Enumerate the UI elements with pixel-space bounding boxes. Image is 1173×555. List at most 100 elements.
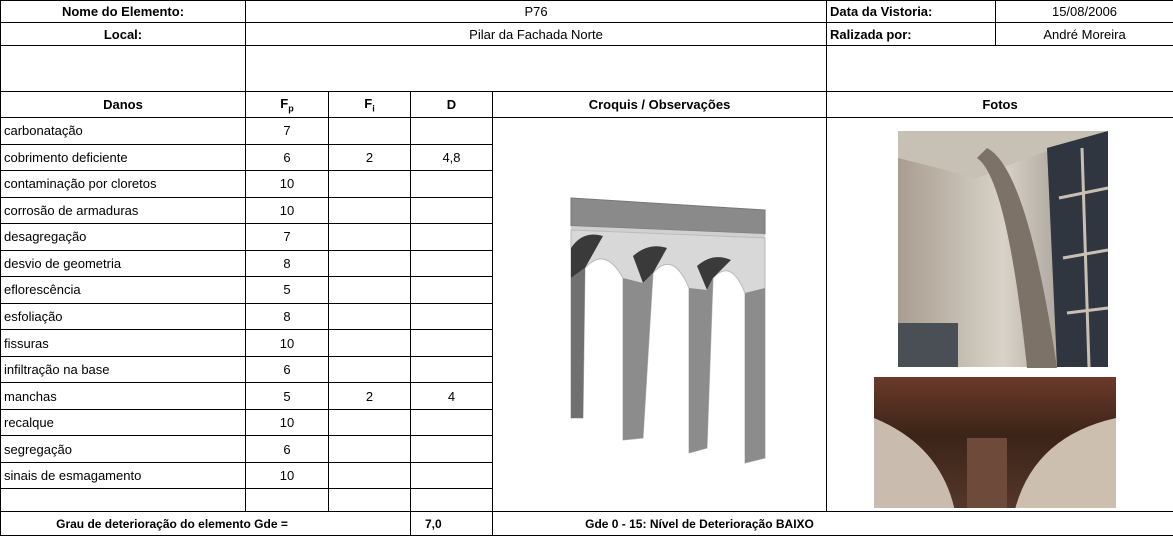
column-header: Fi <box>328 91 411 118</box>
cell-d <box>410 435 493 463</box>
cell-d <box>410 329 493 357</box>
header-text: Fotos <box>982 97 1018 112</box>
cell-fp: 10 <box>245 196 329 225</box>
cell-fi <box>328 408 411 437</box>
cell-fp: 10 <box>245 461 329 490</box>
column-header: Danos <box>0 91 246 118</box>
cell-d <box>410 223 493 251</box>
header-text: F <box>364 95 373 111</box>
cell-fi <box>328 223 411 251</box>
cell-d <box>410 355 493 384</box>
cell-fp: 10 <box>245 408 329 437</box>
label: Ralizada por: <box>826 22 997 46</box>
damage-name: sinais de esmagamento <box>0 461 246 490</box>
cell-d <box>410 276 493 304</box>
cell-fp: 10 <box>245 329 329 357</box>
cell-fi <box>328 196 411 225</box>
cell-fi <box>328 302 411 331</box>
cell-fi <box>328 461 411 490</box>
cell-fi <box>328 249 411 278</box>
photos <box>874 131 1117 511</box>
row: infiltração na base 6 <box>0 355 1173 384</box>
label: Local: <box>0 22 246 46</box>
footer-label: Grau de deterioração do elemento Gde = <box>0 511 411 536</box>
photos-cell <box>826 117 1173 512</box>
cell-fi <box>328 276 411 304</box>
cell-d: 4 <box>410 382 493 410</box>
cell-fp: 5 <box>245 382 329 410</box>
row: recalque 10 <box>0 408 1173 437</box>
damage-name: infiltração na base <box>0 355 246 384</box>
cell-d <box>410 461 493 490</box>
row: eflorescência 5 <box>0 276 1173 304</box>
damage-name: manchas <box>0 382 246 410</box>
cell-fp: 8 <box>245 249 329 278</box>
row <box>0 488 1173 512</box>
damage-name: recalque <box>0 408 246 437</box>
row: Danos Fp Fi D Croquis / Observações Fotos <box>0 91 1173 118</box>
blank-cell <box>244 45 828 92</box>
blank-cell <box>410 488 493 512</box>
row: desvio de geometria 8 <box>0 249 1173 278</box>
cell-d <box>410 170 493 198</box>
cell-fi <box>328 329 411 357</box>
damage-name: cobrimento deficiente <box>0 143 246 172</box>
cell-fp: 6 <box>245 355 329 384</box>
blank-cell <box>826 45 1173 92</box>
header-text: F <box>280 95 289 111</box>
cell-fp: 6 <box>245 143 329 172</box>
row: Nome do Elemento: P76 Data da Vistoria: 15/… <box>0 0 1173 23</box>
cell-fp: 5 <box>245 276 329 304</box>
blank-cell <box>0 488 246 512</box>
cell-d <box>410 196 493 225</box>
subscript: p <box>288 103 294 114</box>
inspection-sheet: Nome do Elemento: P76 Data da Vistoria: 15/… <box>0 0 1173 536</box>
cell-fp: 10 <box>245 170 329 198</box>
footer-value: 7,0 <box>410 511 493 536</box>
cell-d <box>410 302 493 331</box>
row: Grau de deterioração do elemento Gde = 7,… <box>0 511 1173 536</box>
row: Local: Pilar da Fachada Norte Ralizada por… <box>0 22 1173 46</box>
croquis-cell <box>491 117 828 512</box>
croquis-drawing <box>570 197 766 464</box>
damage-name: segregação <box>0 435 246 463</box>
damage-name: desagregação <box>0 223 246 251</box>
cell-fi <box>328 355 411 384</box>
cell-fp: 8 <box>245 302 329 331</box>
column-header: D <box>410 91 493 118</box>
row: carbonatação 7 <box>0 117 1173 512</box>
header-text: Danos <box>103 97 143 112</box>
damage-name: carbonatação <box>0 117 246 145</box>
blank-cell <box>245 488 329 512</box>
subscript: i <box>372 103 375 114</box>
cell-fi <box>328 435 411 463</box>
cell-fp: 7 <box>245 223 329 251</box>
cell-fi: 2 <box>328 143 411 172</box>
column-header: Croquis / Observações <box>491 91 828 118</box>
value: 15/08/2006 <box>995 0 1173 23</box>
damage-name: esfoliação <box>0 302 246 331</box>
blank-cell <box>0 45 246 92</box>
cell-d <box>410 249 493 278</box>
cell-fp: 6 <box>245 435 329 463</box>
cell-fp: 7 <box>245 117 329 145</box>
row <box>0 45 1173 92</box>
label: Data da Vistoria: <box>826 0 997 23</box>
value: André Moreira <box>995 22 1173 46</box>
damage-name: contaminação por cloretos <box>0 170 246 198</box>
header-text: Croquis / Observações <box>588 97 731 112</box>
column-header: Fp <box>245 91 329 118</box>
cell-d <box>410 117 493 145</box>
row: sinais de esmagamento 10 <box>0 461 1173 490</box>
row: fissuras 10 <box>0 329 1173 357</box>
value: Pilar da Fachada Norte <box>244 22 828 46</box>
column-header: Fotos <box>826 91 1173 118</box>
label: Nome do Elemento: <box>0 0 246 23</box>
cell-d <box>410 408 493 437</box>
blank-cell <box>328 488 411 512</box>
damage-name: corrosão de armaduras <box>0 196 246 225</box>
row: corrosão de armaduras 10 <box>0 196 1173 225</box>
cell-fi: 2 <box>328 382 411 410</box>
value: P76 <box>244 0 828 23</box>
